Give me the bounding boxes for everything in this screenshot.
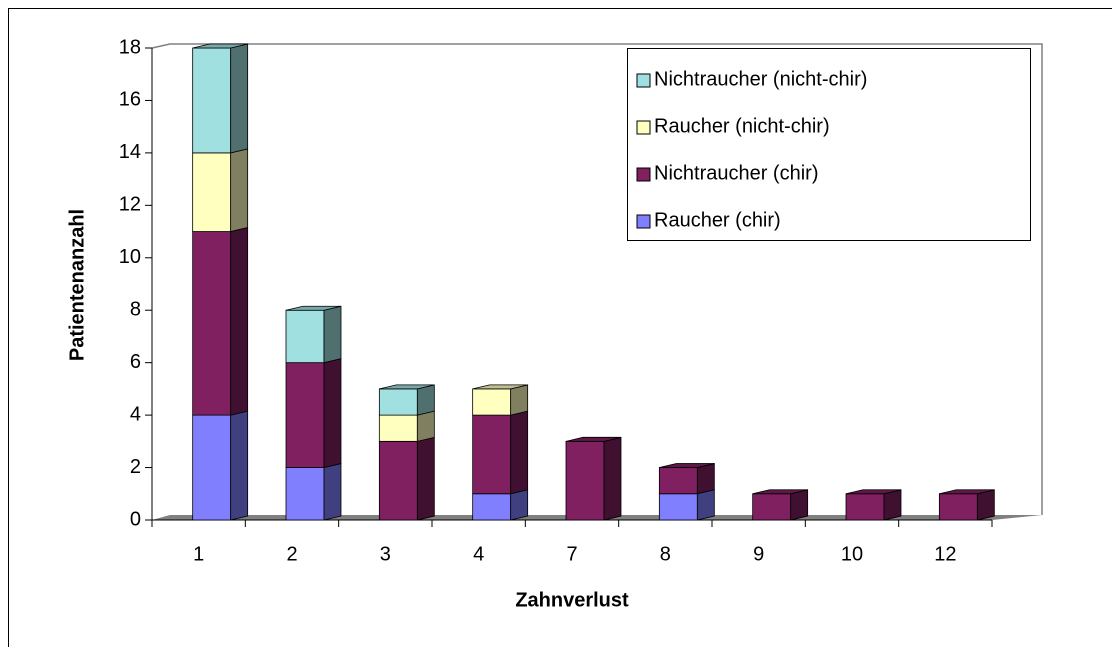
x-axis-label: Zahnverlust <box>515 589 629 611</box>
bar-segment <box>565 440 605 521</box>
bar-side <box>416 410 435 442</box>
legend-swatch <box>636 73 651 88</box>
legend <box>627 48 1031 241</box>
bar-top <box>565 436 622 442</box>
y-tick-label: 18 <box>119 36 141 58</box>
legend-swatch <box>636 167 651 182</box>
bar-side <box>510 384 529 416</box>
bar-segment <box>285 362 325 468</box>
y-axis-label: Patientenanzahl <box>66 209 88 361</box>
bar-side <box>230 43 249 154</box>
y-tick-label: 2 <box>130 456 141 478</box>
bar-side <box>883 489 902 521</box>
bar-side <box>790 489 809 521</box>
bar-top <box>845 489 902 495</box>
bar-side <box>696 489 715 521</box>
bar-top <box>752 489 808 495</box>
bar-segment <box>472 414 512 495</box>
legend-label: Raucher (nicht-chir) <box>654 115 830 137</box>
y-tick-label: 4 <box>130 403 141 425</box>
back-wall <box>151 43 1043 515</box>
x-tick-label: 4 <box>473 543 484 565</box>
bar-segment <box>285 467 325 521</box>
bar-segment <box>192 47 232 154</box>
bar-segment <box>285 309 325 364</box>
bar-segment <box>472 388 512 416</box>
bar-segment <box>192 414 232 521</box>
y-tick-label: 10 <box>119 246 141 268</box>
y-tick-label: 12 <box>119 194 141 216</box>
bar-side <box>416 384 435 416</box>
bar-side <box>323 358 342 469</box>
bar-segment <box>192 231 232 416</box>
bar-top <box>379 384 435 390</box>
x-tick-label: 7 <box>566 543 577 565</box>
bar-segment <box>378 388 418 416</box>
y-tick-label: 6 <box>130 351 141 373</box>
legend-swatch <box>636 214 651 229</box>
x-tick-label: 1 <box>193 543 204 565</box>
y-tick-label: 16 <box>119 89 141 111</box>
legend-label: Nichtraucher (nicht-chir) <box>654 68 867 90</box>
bar-side <box>323 305 342 364</box>
bar-segment <box>658 467 698 495</box>
bar-segment <box>658 493 698 521</box>
x-tick-label: 8 <box>660 543 671 565</box>
legend-label: Nichtraucher (chir) <box>654 162 818 184</box>
bar-side <box>323 463 342 521</box>
x-tick-label: 10 <box>841 543 863 565</box>
bar-segment <box>378 414 418 442</box>
x-tick-label: 2 <box>286 543 297 565</box>
bar-side <box>510 489 529 521</box>
bar-side <box>416 436 435 521</box>
y-tick-label: 0 <box>130 508 141 530</box>
bar-top <box>659 463 715 468</box>
bar-top <box>192 43 248 49</box>
bar-segment <box>752 493 792 521</box>
x-tick-label: 12 <box>934 543 956 565</box>
bar-top <box>472 384 528 390</box>
y-tick-label: 8 <box>130 299 141 321</box>
x-tick-label: 9 <box>753 543 764 565</box>
bar-segment <box>378 440 418 521</box>
bar-side <box>976 489 995 521</box>
bar-side <box>230 227 249 416</box>
bar-side <box>230 410 249 521</box>
bar-side <box>230 148 249 233</box>
bar-top <box>285 305 342 311</box>
bar-segment <box>845 493 885 521</box>
bar-segment <box>472 493 512 521</box>
y-tick-label: 14 <box>119 141 141 163</box>
bar-segment <box>938 493 978 521</box>
frame <box>8 8 1112 647</box>
bar-side <box>510 410 529 495</box>
legend-swatch <box>636 120 651 135</box>
bar-segment <box>192 152 232 232</box>
bar-top <box>939 489 995 495</box>
legend-label: Raucher (chir) <box>654 209 781 231</box>
bar-side <box>603 436 622 521</box>
bar-side <box>696 463 715 495</box>
x-tick-label: 3 <box>380 543 391 565</box>
